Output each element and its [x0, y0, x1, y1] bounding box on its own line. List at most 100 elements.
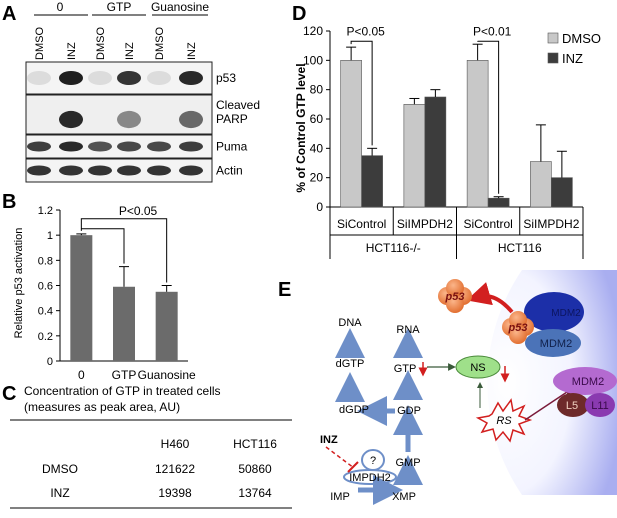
panel-d-significance: P<0.01: [473, 24, 512, 38]
table-header-hct116: HCT116: [233, 437, 277, 451]
panel-d-significance: P<0.05: [346, 24, 385, 38]
lane-labels: DMSO INZ DMSO INZ DMSO INZ: [34, 27, 198, 60]
lane-label-3: INZ: [124, 42, 136, 60]
panel-d-ytick-label: 60: [310, 112, 324, 126]
table-row-label-inz: INZ: [50, 486, 69, 500]
lane-label-0: DMSO: [34, 27, 46, 60]
table-cell-inz-hct116: 13764: [238, 486, 272, 500]
inz-inhibition-line: [325, 446, 355, 469]
panel-a-letter: A: [2, 3, 16, 25]
panel-d-ytick-label: 80: [310, 83, 324, 97]
node-dna: DNA: [338, 317, 362, 329]
panel-d-bar-inz: [487, 197, 510, 208]
panel-b-category-label: GTP: [112, 368, 137, 382]
panel-b-ytick-label: 1: [47, 230, 53, 242]
metabolic-arrows: [335, 328, 423, 505]
blot-label-1-1: PARP: [216, 112, 248, 126]
p53-release-arrow: [466, 282, 514, 314]
panel-b-sig-bracket-inner: [81, 228, 125, 264]
blot-band: [117, 141, 141, 152]
node-rna: RNA: [396, 324, 420, 336]
panel-d-ylabel: % of Control GTP level: [294, 63, 308, 192]
blot-band: [179, 70, 203, 86]
mdm2-bottom-shape: [525, 329, 581, 357]
panel-e: E DNA RNA dGTP GTP dGDP GDP GMP IMP XMP …: [278, 270, 617, 505]
blot-label-3-0: Actin: [216, 164, 243, 178]
panel-d-bar-dmso: [403, 104, 426, 208]
legend-swatch-inz: [547, 52, 559, 64]
blot-band: [27, 141, 51, 152]
node-p53-bound: p53: [508, 322, 528, 334]
blot-band: [117, 165, 141, 176]
blot-band: [88, 165, 112, 176]
panel-b-bar: [155, 291, 178, 361]
panel-d-bar-dmso: [530, 161, 552, 208]
node-dgdp: dGDP: [339, 404, 369, 416]
mdm2-complex-shape: [553, 367, 617, 395]
panel-d-ytick-label: 100: [303, 53, 323, 67]
node-mdm2-bottom: MDM2: [540, 338, 572, 350]
group-label-0: 0: [57, 0, 64, 14]
panel-d-ytick-label: 120: [303, 24, 323, 38]
panel-b-category-label: Guanosine: [138, 368, 196, 382]
node-dgtp: dGTP: [336, 358, 365, 370]
arrow-rs-complex: [524, 387, 574, 421]
panel-d-bar-dmso: [466, 60, 489, 208]
panel-d-group2: HCT116: [498, 241, 542, 255]
lane-label-5: INZ: [186, 42, 198, 60]
node-rs: RS: [496, 415, 512, 427]
panel-d-sig-bracket: [477, 40, 500, 194]
ns-shape: [455, 355, 501, 379]
panel-c: C Concentration of GTP in treated cells …: [2, 383, 292, 509]
panel-b-bar: [70, 235, 93, 361]
rs-starburst: [475, 398, 533, 443]
blot-band: [27, 165, 51, 176]
blot-band: [59, 70, 83, 86]
blot-band: [117, 70, 141, 86]
blot-band: [147, 70, 171, 86]
group-label-gtp: GTP: [107, 0, 132, 14]
table-cell-dmso-hct116: 50860: [238, 462, 272, 476]
legend-label-inz: INZ: [562, 51, 583, 66]
panel-b-letter: B: [2, 191, 16, 213]
node-ns: NS: [470, 362, 485, 374]
node-l11: L11: [591, 400, 609, 412]
p53-bound-shape: [502, 311, 534, 344]
panel-d-category-label: SiIMPDH2: [523, 217, 579, 231]
panel-d-group1: HCT116-/-: [366, 241, 421, 255]
panel-d-letter: D: [292, 3, 306, 25]
panel-d-ytick-label: 20: [310, 171, 324, 185]
panel-b-bar: [113, 286, 135, 361]
panel-b-ytick-label: 0: [47, 356, 53, 368]
blot-strip-1: [25, 94, 213, 135]
panel-d-sig-bracket: [350, 40, 373, 146]
panel-d-category-label: SiControl: [337, 217, 386, 231]
panel-d-category-label: SiIMPDH2: [397, 217, 453, 231]
panel-b-chart: 0 0.2 0.4 0.6 0.8 1 1.2 0 GTP Guanosine P<0.05: [38, 204, 196, 382]
node-mdm2-top: MDM2: [551, 308, 581, 319]
node-imp: IMP: [330, 491, 350, 503]
unknown-factor-shape: [361, 449, 385, 471]
panel-b-ytick-label: 1.2: [38, 205, 53, 217]
panel-c-caption-line1: Concentration of GTP in treated cells: [24, 384, 221, 398]
table-cell-dmso-h460: 121622: [155, 462, 195, 476]
panel-b-ytick-label: 0.4: [38, 306, 53, 318]
node-gdp: GDP: [397, 405, 421, 417]
panel-e-letter: E: [278, 279, 291, 301]
blot-band: [117, 110, 141, 129]
legend-swatch-dmso: [547, 32, 559, 44]
blot-band: [179, 141, 203, 152]
panel-d-chart: 0 20 40 60 80 100 120 SiControl SiIMPDH2 SiContro…: [303, 24, 601, 259]
blot-band: [147, 165, 171, 176]
lane-label-4: DMSO: [154, 27, 166, 60]
node-xmp: XMP: [392, 491, 416, 503]
blot-band: [27, 70, 51, 86]
l5-shape: [557, 393, 589, 417]
blot-label-0-0: p53: [216, 71, 236, 85]
lane-label-1: INZ: [66, 42, 78, 60]
panel-d-bar-inz: [424, 96, 447, 208]
panel-b: B Relative p53 activation 0 0.2 0.4 0.6 0.8 1…: [2, 191, 196, 382]
node-gmp: GMP: [395, 457, 420, 469]
blot-band: [147, 141, 171, 152]
